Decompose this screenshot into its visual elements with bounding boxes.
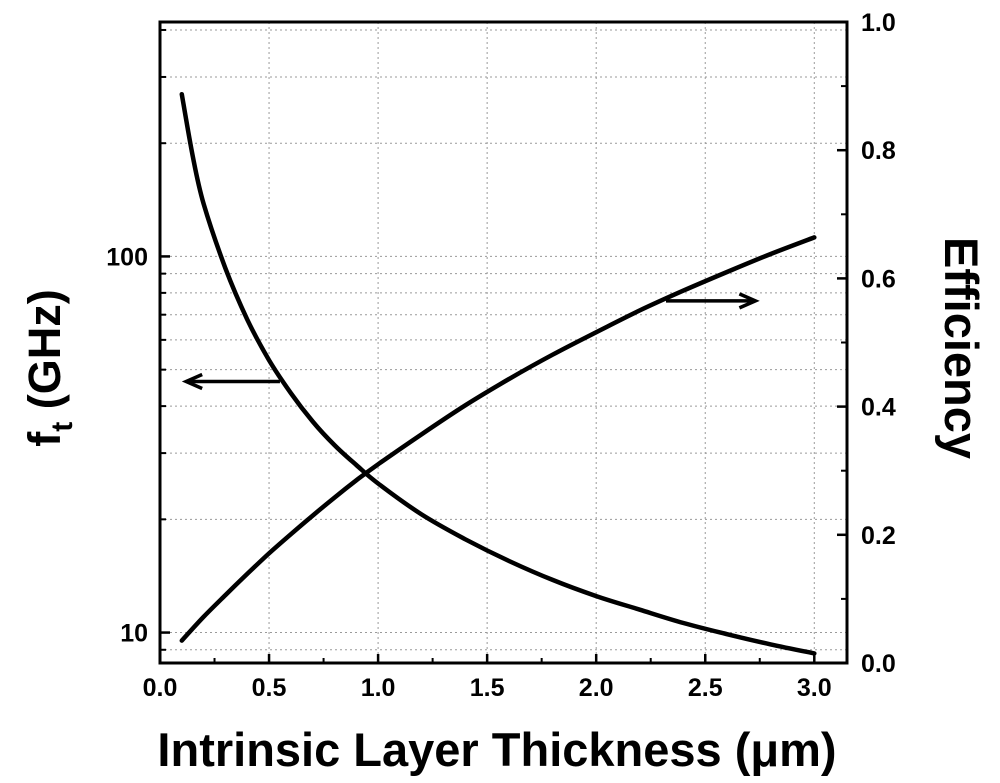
- x-tick-label: 2.5: [688, 674, 723, 702]
- arrow-head: [181, 372, 203, 391]
- plot-frame: [158, 20, 849, 665]
- annotation-layer: [181, 292, 760, 391]
- y-left-tick-label: 100: [106, 243, 148, 271]
- x-tick-label: 1.0: [361, 674, 396, 702]
- y-right-tick-label: 0.8: [861, 137, 896, 165]
- tick-layer: 0.0 0.5 1.0 1.5 2.0 2.5 3.0 10 100 0.0 0.2 0.4 0.6 0.…: [106, 9, 896, 702]
- y-left-tick-label: 10: [120, 620, 148, 648]
- x-tick-label: 0.5: [252, 674, 287, 702]
- efficiency-curve: [179, 235, 817, 643]
- right-axis-title: Efficiency: [935, 237, 988, 459]
- x-axis-title: Intrinsic Layer Thickness (μm): [157, 723, 836, 776]
- x-tick-label: 3.0: [797, 674, 832, 702]
- left-axis-title-main: f: [19, 431, 70, 447]
- y-right-tick-label: 0.0: [861, 650, 896, 678]
- left-axis-title: ft (GHz): [19, 289, 79, 446]
- arrow-to-right-axis: [665, 292, 760, 310]
- ft-curve: [179, 91, 817, 656]
- y-right-tick-label: 1.0: [861, 9, 896, 37]
- arrow-to-left-axis: [181, 372, 280, 391]
- y-right-tick-label: 0.4: [861, 394, 896, 422]
- grid: [159, 22, 847, 663]
- left-axis-title-subscript: t: [46, 422, 79, 432]
- series-layer: [179, 91, 817, 656]
- y-right-tick-label: 0.6: [861, 265, 896, 293]
- x-tick-label: 0.0: [143, 674, 178, 702]
- x-tick-label: 1.5: [470, 674, 505, 702]
- y-right-tick-label: 0.2: [861, 522, 896, 550]
- left-axis-title-unit: (GHz): [19, 289, 70, 421]
- x-tick-label: 2.0: [579, 674, 614, 702]
- arrow-head: [738, 292, 760, 310]
